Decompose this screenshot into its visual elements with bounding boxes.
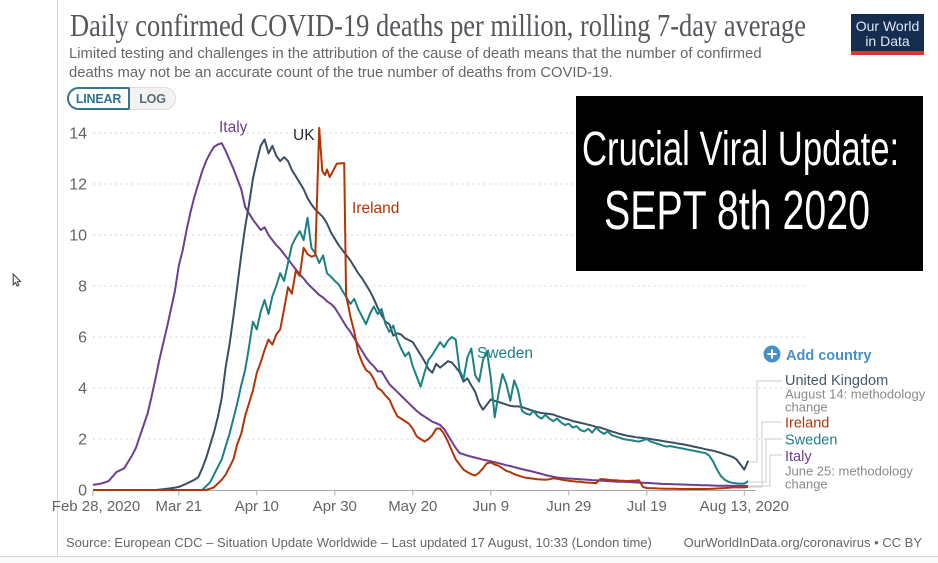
svg-text:Jun 9: Jun 9 (472, 498, 509, 515)
svg-text:change: change (785, 400, 828, 415)
svg-text:Sweden: Sweden (477, 345, 533, 362)
svg-text:United Kingdom: United Kingdom (785, 373, 888, 389)
svg-text:2: 2 (78, 432, 87, 449)
svg-text:Italy: Italy (219, 119, 248, 136)
svg-text:6: 6 (78, 330, 87, 347)
svg-text:8: 8 (78, 279, 87, 296)
svg-text:0: 0 (78, 483, 87, 500)
svg-text:Jul 19: Jul 19 (627, 498, 667, 515)
svg-text:Ireland: Ireland (785, 416, 829, 432)
svg-text:Feb 28, 2020: Feb 28, 2020 (52, 498, 140, 515)
svg-text:Add country: Add country (786, 348, 871, 364)
svg-text:May 20: May 20 (388, 498, 437, 515)
svg-text:Apr 30: Apr 30 (313, 498, 357, 515)
svg-text:UK: UK (293, 127, 315, 144)
svg-text:June 25: methodology: June 25: methodology (785, 464, 913, 479)
svg-text:Italy: Italy (785, 449, 812, 465)
svg-text:Sweden: Sweden (785, 433, 837, 449)
svg-text:Apr 10: Apr 10 (235, 498, 279, 515)
svg-text:4: 4 (78, 381, 87, 398)
svg-text:12: 12 (69, 177, 87, 194)
svg-text:Ireland: Ireland (352, 200, 399, 217)
svg-text:August 14: methodology: August 14: methodology (785, 387, 926, 402)
svg-text:14: 14 (69, 126, 87, 143)
svg-text:10: 10 (69, 228, 87, 245)
svg-text:Mar 21: Mar 21 (155, 498, 202, 515)
svg-text:Aug 13, 2020: Aug 13, 2020 (700, 498, 789, 515)
svg-text:change: change (785, 477, 828, 492)
svg-text:Jun 29: Jun 29 (546, 498, 591, 515)
